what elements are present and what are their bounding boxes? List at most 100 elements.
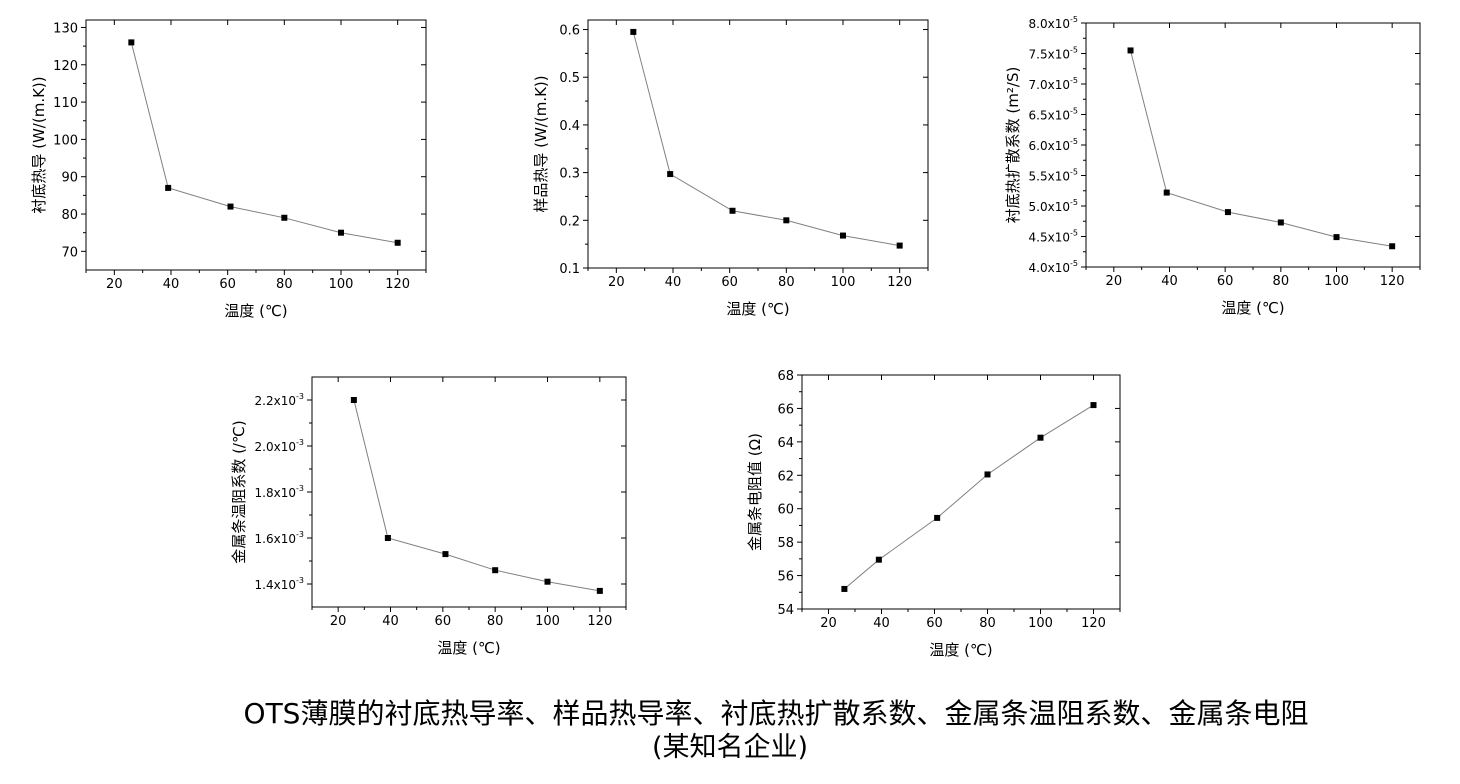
y-axis-label: 衬底热导 (W/(m.K)) [30,76,48,213]
y-tick-label: 6.5x10-5 [1029,107,1078,123]
x-tick-label: 40 [163,277,180,292]
x-tick-label: 80 [778,275,795,290]
y-tick-label: 1.6x10-3 [255,530,304,546]
series-line [844,404,1094,590]
data-point [841,585,848,592]
x-tick-label: 100 [831,275,856,290]
y-tick-label: 0.6 [559,24,580,39]
data-point [492,567,499,574]
x-tick-label: 20 [1106,274,1123,289]
y-tick-label: 0.5 [559,71,580,86]
y-tick-label: 90 [61,171,78,186]
y-tick-label: 100 [53,133,78,148]
y-tick-label: 5.0x10-5 [1029,198,1078,214]
data-point [384,535,391,541]
x-tick-label: 60 [721,275,738,290]
data-point [875,556,882,563]
x-tick-label: 100 [1028,616,1053,631]
plot-frame [587,19,929,269]
x-axis-label: 温度 (℃) [1221,299,1284,317]
plot-frame [1085,22,1421,268]
y-tick-label: 66 [777,402,794,417]
series-line [632,31,900,247]
plot-frame [311,376,627,608]
x-tick-label: 20 [106,277,123,292]
y-axis-label: 衬底热扩散系数 (m²/S) [1004,67,1022,224]
data-point [394,239,401,246]
data-point [1333,234,1340,241]
chart-4: 20 40 60 80 100 120 1.4x10-3 1.6x10-3 1.8x10-3 2.… [230,376,627,657]
y-tick-label: 2.2x10-3 [255,392,304,408]
x-tick-label: 60 [219,277,236,292]
y-tick-label: 7.0x10-5 [1029,76,1078,92]
y-tick-label: 130 [53,21,78,36]
y-tick-label: 4.0x10-5 [1029,259,1078,275]
y-tick-label: 0.4 [559,119,580,134]
series-line [1130,50,1393,247]
x-tick-label: 120 [1081,616,1106,631]
data-point [934,514,941,521]
y-tick-label: 58 [777,536,794,551]
data-point [630,28,637,35]
y-tick-label: 4.5x10-5 [1029,229,1078,245]
data-point [165,184,172,191]
x-tick-label: 40 [873,616,890,631]
plot-frame [801,374,1121,610]
data-point [1037,434,1044,441]
y-tick-label: 54 [777,603,794,618]
data-point [667,171,674,178]
data-point [338,229,344,236]
x-tick-label: 80 [979,616,996,631]
y-tick-label: 5.5x10-5 [1029,168,1078,184]
y-tick-label: 120 [53,59,78,74]
y-tick-label: 80 [61,208,78,223]
data-point [227,203,234,210]
y-tick-label: 68 [777,369,794,384]
plot-frame [85,19,427,271]
series-line [353,399,600,592]
x-tick-label: 80 [487,614,504,629]
figure-caption-line2: (某知名企业) [651,732,809,763]
data-point [596,587,603,594]
y-tick-label: 60 [777,503,794,518]
x-axis-label: 温度 (℃) [224,302,287,320]
x-tick-label: 60 [1217,274,1234,289]
x-tick-label: 20 [820,616,837,631]
x-tick-label: 20 [330,614,347,629]
x-tick-label: 120 [385,277,410,292]
x-tick-label: 80 [276,277,293,292]
y-tick-label: 64 [777,436,794,451]
data-point [783,217,790,224]
data-point [544,578,551,585]
y-tick-label: 8.0x10-5 [1029,15,1078,31]
figure-caption-line1: OTS薄膜的衬底热导率、样品热导率、衬底热扩散系数、金属条温阻系数、金属条电阻 [243,697,1309,730]
data-point [1127,47,1134,54]
y-tick-label: 0.3 [559,167,580,182]
y-tick-label: 110 [53,96,78,111]
x-tick-label: 40 [382,614,399,629]
x-tick-label: 40 [665,275,682,290]
data-point [840,232,846,239]
data-point [1163,189,1170,196]
chart-2: 20 40 60 80 100 120 0.1 0.2 0.3 0.4 0.5 0.6 温度 (℃) 样品… [532,19,929,318]
x-tick-label: 100 [329,277,354,292]
y-axis-label: 金属条温阻系数 (/℃) [230,420,248,563]
y-tick-label: 56 [777,570,794,585]
y-tick-label: 0.1 [559,262,580,277]
data-point [1224,209,1231,216]
x-tick-label: 120 [1380,274,1405,289]
data-point [729,207,736,214]
x-tick-label: 20 [608,275,625,290]
x-tick-label: 120 [587,614,612,629]
data-point [1277,219,1284,226]
y-tick-label: 1.4x10-3 [255,576,304,592]
x-axis-label: 温度 (℃) [726,300,789,318]
y-tick-label: 2.0x10-3 [255,438,304,454]
y-tick-label: 70 [61,245,78,260]
chart-5: 20 40 60 80 100 120 54 56 58 60 62 64 66 68 温度 (℃) 金属条电… [746,369,1121,659]
data-point [1090,402,1097,409]
data-point [1389,243,1396,250]
chart-3: 20 40 60 80 100 120 4.0x10-5 4.5x10-5 5.0x10-5 5.… [1004,15,1421,317]
y-tick-label: 7.5x10-5 [1029,46,1078,62]
